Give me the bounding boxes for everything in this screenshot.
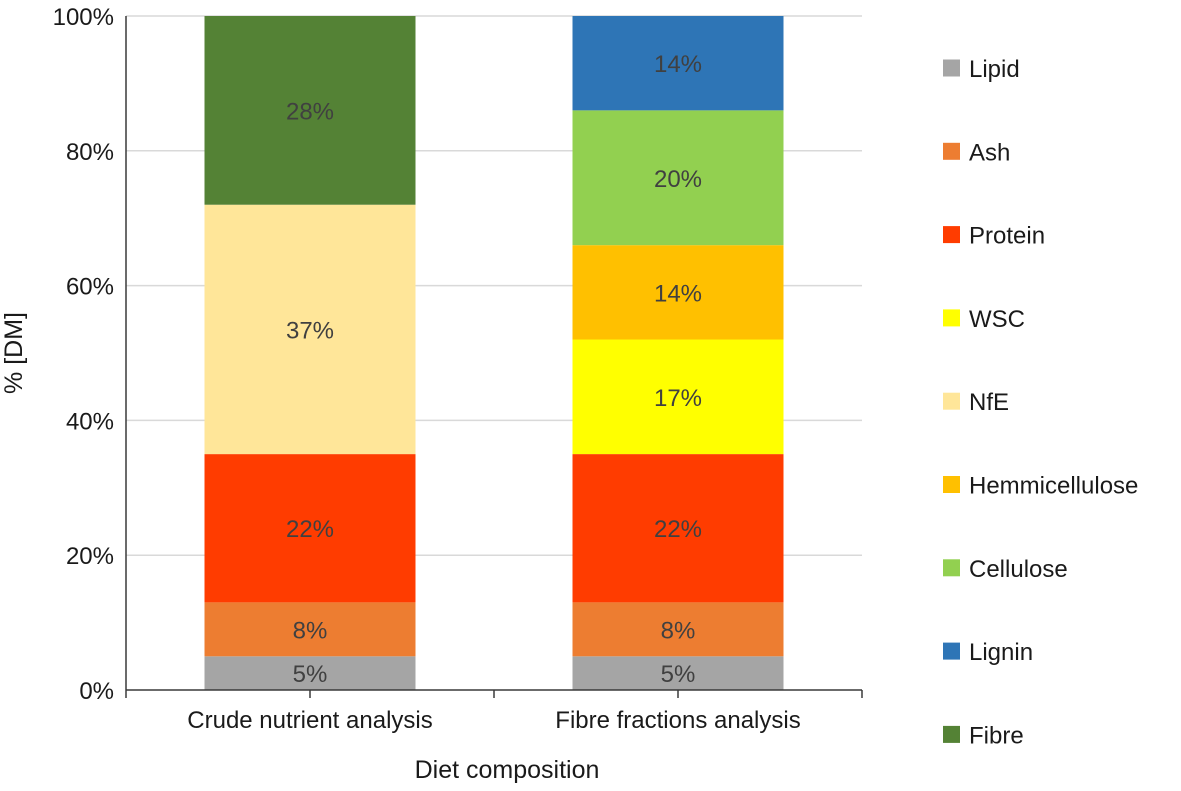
bar-segment bbox=[572, 656, 784, 690]
segment-labels: 5% 8% 22% 37% 28% 5% 8% 22% 17% 14% 20% 14% bbox=[286, 51, 702, 688]
data-label: 22% bbox=[286, 516, 334, 543]
legend-swatch bbox=[943, 476, 960, 493]
bar-segment bbox=[204, 454, 416, 603]
x-category-label: Fibre fractions analysis bbox=[555, 707, 800, 734]
bar-segment bbox=[204, 204, 416, 455]
data-label: 20% bbox=[654, 166, 702, 193]
y-axis-title: % [DM] bbox=[0, 312, 28, 394]
y-tick-label: 60% bbox=[66, 274, 114, 301]
legend-swatch bbox=[943, 142, 960, 160]
legend-label: Cellulose bbox=[969, 556, 1068, 583]
x-category-label: Crude nutrient analysis bbox=[187, 707, 432, 734]
legend-label: Hemmicellulose bbox=[969, 473, 1138, 500]
data-label: 8% bbox=[293, 617, 328, 644]
data-label: 37% bbox=[286, 317, 334, 344]
y-tick-label: 80% bbox=[66, 139, 114, 166]
y-tick-label: 20% bbox=[66, 543, 114, 570]
bar-segment bbox=[204, 656, 416, 690]
legend-swatch bbox=[943, 59, 960, 77]
bar-segment bbox=[572, 245, 784, 340]
bar-segment bbox=[204, 16, 416, 205]
legend-label: Ash bbox=[969, 139, 1010, 166]
legend-swatch bbox=[943, 559, 960, 577]
bar-segment bbox=[204, 602, 416, 657]
legend-swatch bbox=[943, 392, 960, 410]
data-label: 8% bbox=[661, 617, 696, 644]
data-label: 14% bbox=[654, 51, 702, 78]
data-label: 22% bbox=[654, 516, 702, 543]
y-tick-label: 0% bbox=[79, 678, 114, 705]
data-label: 5% bbox=[293, 661, 328, 688]
axes: 0% 20% 40% 60% 80% 100% Crude nutrient analysi… bbox=[53, 4, 863, 734]
data-label: 17% bbox=[654, 385, 702, 412]
legend-label: Protein bbox=[969, 223, 1045, 250]
y-tick-label: 40% bbox=[66, 408, 114, 435]
bar-segment bbox=[572, 454, 784, 603]
legend-swatch bbox=[943, 642, 960, 660]
bar-segment bbox=[572, 339, 784, 455]
legend-swatch bbox=[943, 725, 960, 743]
data-label: 28% bbox=[286, 98, 334, 125]
legend-label: Lipid bbox=[969, 56, 1020, 83]
bar-segment bbox=[572, 110, 784, 246]
bar-segment bbox=[572, 602, 784, 657]
legend-swatch bbox=[943, 309, 960, 327]
legend-label: Fibre bbox=[969, 722, 1024, 749]
legend-swatch bbox=[943, 226, 960, 244]
bars bbox=[204, 16, 784, 690]
x-axis-title: Diet composition bbox=[415, 756, 600, 784]
y-tick-label: 100% bbox=[53, 4, 114, 31]
legend-label: Lignin bbox=[969, 639, 1033, 666]
legend-label: WSC bbox=[969, 306, 1025, 333]
legend: Lipid Ash Protein WSC NfE Hemmicellulose Cellu… bbox=[943, 56, 1138, 749]
bar-segment bbox=[572, 16, 784, 111]
data-label: 5% bbox=[661, 661, 696, 688]
data-label: 14% bbox=[654, 280, 702, 307]
legend-label: NfE bbox=[969, 389, 1009, 416]
